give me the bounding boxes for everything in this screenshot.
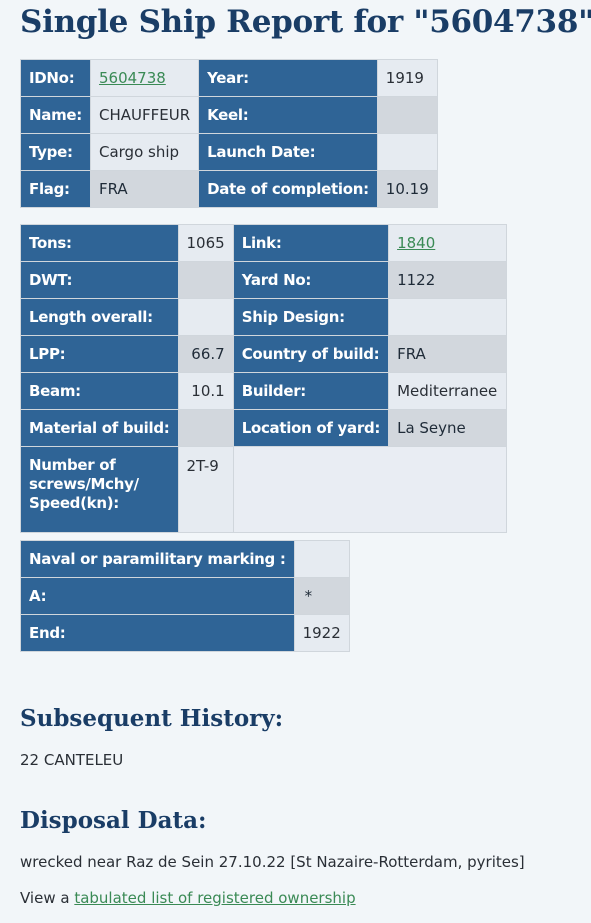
launch-date-label: Launch Date: xyxy=(198,133,378,171)
empty-cell xyxy=(232,446,508,533)
year-value: 1919 xyxy=(376,59,438,97)
table-row: DWT: Yard No: 1122 xyxy=(20,261,508,299)
yard-no-label: Yard No: xyxy=(232,261,390,299)
ship-design-value xyxy=(388,298,508,336)
ship-dimensions-table: Tons: 1065 Link: 1840 DWT: Yard No: 1122… xyxy=(20,224,508,533)
ship-basic-info-table: IDNo: 5604738 Year: 1919 Name: CHAUFFEUR… xyxy=(20,59,438,208)
year-label: Year: xyxy=(198,59,378,97)
table-row: Beam: 10.1 Builder: Mediterranee xyxy=(20,372,508,410)
table-row: Length overall: Ship Design: xyxy=(20,298,508,336)
type-label: Type: xyxy=(20,133,91,171)
subsequent-history-text: 22 CANTELEU xyxy=(20,751,124,769)
length-overall-label: Length overall: xyxy=(20,298,179,336)
beam-label: Beam: xyxy=(20,372,179,410)
idno-label: IDNo: xyxy=(20,59,91,97)
naval-marking-table: Naval or paramilitary marking : A: * End… xyxy=(20,540,350,652)
screws-label-line-1: Number of xyxy=(29,456,116,474)
dwt-label: DWT: xyxy=(20,261,179,299)
lpp-value: 66.7 xyxy=(177,335,234,373)
screws-value: 2T-9 xyxy=(177,446,234,533)
location-of-yard-value: La Seyne xyxy=(388,409,508,447)
launch-date-value xyxy=(376,133,438,171)
keel-label: Keel: xyxy=(198,96,378,134)
location-of-yard-label: Location of yard: xyxy=(232,409,390,447)
dwt-value xyxy=(177,261,234,299)
idno-value: 5604738 xyxy=(89,59,200,97)
name-label: Name: xyxy=(20,96,91,134)
naval-marking-value xyxy=(293,540,350,578)
lpp-label: LPP: xyxy=(20,335,179,373)
table-row: IDNo: 5604738 Year: 1919 xyxy=(20,59,438,97)
disposal-data-heading: Disposal Data: xyxy=(20,807,207,834)
completion-label: Date of completion: xyxy=(198,170,378,208)
table-row: Tons: 1065 Link: 1840 xyxy=(20,224,508,262)
link-label: Link: xyxy=(232,224,390,262)
builder-label: Builder: xyxy=(232,372,390,410)
yard-no-value: 1122 xyxy=(388,261,508,299)
end-value: 1922 xyxy=(293,614,350,652)
country-of-build-value: FRA xyxy=(388,335,508,373)
material-of-build-value xyxy=(177,409,234,447)
table-row: Name: CHAUFFEUR Keel: xyxy=(20,96,438,134)
page-title: Single Ship Report for "5604738" xyxy=(20,4,591,40)
end-label: End: xyxy=(20,614,295,652)
disposal-text: wrecked near Raz de Sein 27.10.22 [St Na… xyxy=(20,853,525,871)
screws-label: Number of screws/Mchy/ Speed(kn): xyxy=(20,446,179,533)
length-overall-value xyxy=(177,298,234,336)
table-row: Number of screws/Mchy/ Speed(kn): 2T-9 xyxy=(20,446,508,533)
table-row: Material of build: Location of yard: La … xyxy=(20,409,508,447)
view-prefix: View a xyxy=(20,889,75,907)
ownership-line: View a tabulated list of registered owne… xyxy=(20,889,356,907)
ship-design-label: Ship Design: xyxy=(232,298,390,336)
flag-label: Flag: xyxy=(20,170,91,208)
type-value: Cargo ship xyxy=(89,133,200,171)
a-label: A: xyxy=(20,577,295,615)
country-of-build-label: Country of build: xyxy=(232,335,390,373)
name-value: CHAUFFEUR xyxy=(89,96,200,134)
ownership-list-link[interactable]: tabulated list of registered ownership xyxy=(74,889,356,907)
link-value: 1840 xyxy=(388,224,508,262)
table-row: LPP: 66.7 Country of build: FRA xyxy=(20,335,508,373)
table-row: Flag: FRA Date of completion: 10.19 xyxy=(20,170,438,208)
screws-label-line-3: Speed(kn): xyxy=(29,494,119,512)
screws-label-line-2: screws/Mchy/ xyxy=(29,475,139,493)
builder-value: Mediterranee xyxy=(388,372,508,410)
idno-link[interactable]: 5604738 xyxy=(98,69,166,87)
table-row: Type: Cargo ship Launch Date: xyxy=(20,133,438,171)
a-value: * xyxy=(293,577,350,615)
table-row: A: * xyxy=(20,577,350,615)
link-1840[interactable]: 1840 xyxy=(397,234,436,252)
keel-value xyxy=(376,96,438,134)
flag-value: FRA xyxy=(89,170,200,208)
table-row: Naval or paramilitary marking : xyxy=(20,540,350,578)
completion-value: 10.19 xyxy=(376,170,438,208)
naval-marking-label: Naval or paramilitary marking : xyxy=(20,540,295,578)
tons-label: Tons: xyxy=(20,224,179,262)
beam-value: 10.1 xyxy=(177,372,234,410)
material-of-build-label: Material of build: xyxy=(20,409,179,447)
tons-value: 1065 xyxy=(177,224,234,262)
table-row: End: 1922 xyxy=(20,614,350,652)
subsequent-history-heading: Subsequent History: xyxy=(20,705,284,732)
